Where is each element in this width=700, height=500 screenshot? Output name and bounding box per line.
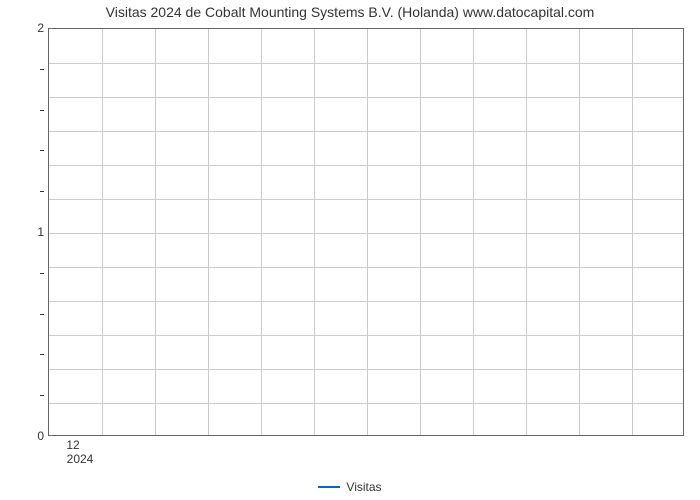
grid-line-v xyxy=(314,29,315,435)
legend-label: Visitas xyxy=(346,480,381,494)
grid-line-v xyxy=(526,29,527,435)
y-tick-0: 0 xyxy=(37,429,44,443)
y-tick-minor xyxy=(40,150,44,151)
y-tick-minor xyxy=(40,110,44,111)
grid-line-v xyxy=(102,29,103,435)
grid-line-v xyxy=(261,29,262,435)
x-tick-12: 12 xyxy=(66,438,79,452)
grid-line-h xyxy=(49,131,683,132)
visits-chart: Visitas 2024 de Cobalt Mounting Systems … xyxy=(0,0,700,500)
grid-line-h xyxy=(49,97,683,98)
y-tick-minor xyxy=(40,273,44,274)
chart-title: Visitas 2024 de Cobalt Mounting Systems … xyxy=(0,4,700,20)
grid-line-h xyxy=(49,301,683,302)
grid-line-h xyxy=(49,199,683,200)
y-tick-minor xyxy=(40,69,44,70)
y-tick-minor xyxy=(40,314,44,315)
chart-legend: Visitas xyxy=(0,479,700,494)
grid-line-h xyxy=(49,165,683,166)
grid-line-h xyxy=(49,233,683,234)
grid-line-h xyxy=(49,267,683,268)
y-tick-minor xyxy=(40,395,44,396)
legend-line-icon xyxy=(318,486,340,488)
grid-line-h xyxy=(49,369,683,370)
grid-line-v xyxy=(420,29,421,435)
grid-line-h xyxy=(49,335,683,336)
x-year-label: 2024 xyxy=(67,452,94,466)
grid-line-v xyxy=(155,29,156,435)
grid-line-v xyxy=(579,29,580,435)
y-tick-1: 1 xyxy=(37,225,44,239)
grid-line-h xyxy=(49,403,683,404)
grid-line-v xyxy=(208,29,209,435)
y-tick-minor xyxy=(40,354,44,355)
grid-line-h xyxy=(49,63,683,64)
plot-area xyxy=(48,28,684,436)
grid-line-v xyxy=(473,29,474,435)
y-tick-minor xyxy=(40,191,44,192)
grid-line-v xyxy=(632,29,633,435)
y-tick-2: 2 xyxy=(37,21,44,35)
grid-line-v xyxy=(367,29,368,435)
